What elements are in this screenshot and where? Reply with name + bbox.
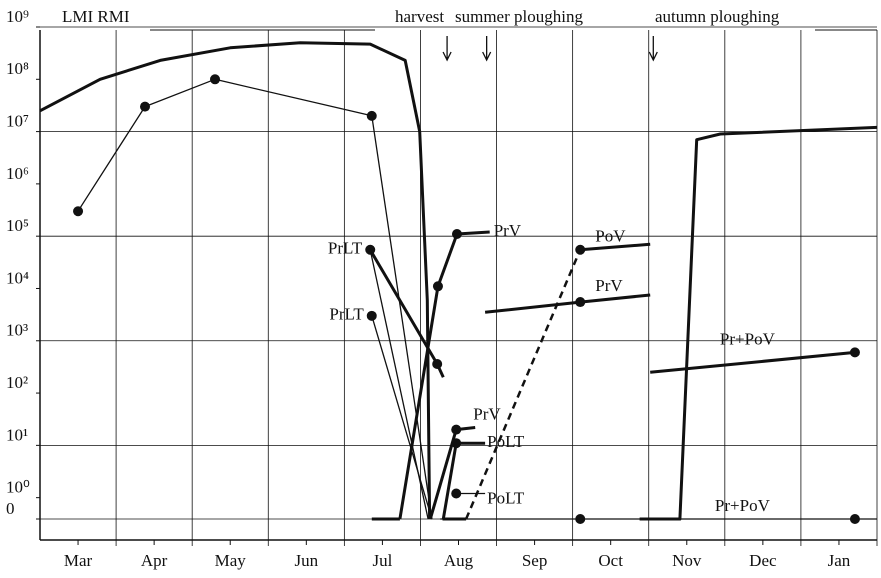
series-label: Pr+PoV [720, 329, 776, 348]
data-point [432, 358, 443, 369]
data-point [140, 101, 151, 112]
series-line [484, 293, 651, 314]
series-line [580, 242, 651, 252]
x-tick-label: Dec [749, 551, 777, 570]
series-line [39, 41, 432, 520]
annotation: summer ploughing [455, 7, 583, 26]
series-line [77, 78, 433, 520]
series-label: Pr+PoV [715, 496, 771, 515]
annotation-arrow [648, 36, 658, 62]
series-label: PoV [595, 227, 626, 246]
x-tick-label: Apr [141, 551, 168, 570]
series-label: PrV [494, 221, 522, 240]
y-tick-label: 10⁶ [6, 164, 29, 183]
series-line [464, 249, 582, 520]
series-label: PrLT [328, 239, 363, 258]
x-tick-label: May [215, 551, 247, 570]
series-label: PoLT [487, 432, 525, 451]
data-point [451, 424, 462, 435]
data-point [73, 206, 84, 217]
data-point [210, 74, 221, 85]
series-label: PrV [473, 404, 501, 423]
x-tick-label: Oct [598, 551, 623, 570]
annotation-arrow [482, 36, 492, 62]
data-point [575, 297, 586, 308]
y-tick-label: 10¹ [6, 425, 28, 444]
data-point [451, 229, 462, 240]
x-tick-label: Mar [64, 551, 93, 570]
y-tick-label: 10⁹ [6, 7, 29, 26]
y-tick-label: 10³ [6, 321, 28, 340]
data-point [365, 244, 376, 255]
x-tick-label: Nov [672, 551, 702, 570]
x-tick-label: Jul [372, 551, 392, 570]
data-point [366, 310, 377, 321]
data-point [451, 438, 462, 449]
annotation-arrow [442, 36, 452, 62]
y-tick-label: 10⁵ [6, 216, 29, 235]
series-line [650, 350, 856, 374]
y-tick-label: 10⁰ [6, 478, 30, 497]
x-tick-label: Aug [444, 551, 474, 570]
annotation: harvest [395, 7, 444, 26]
y-tick-label: 10⁸ [6, 59, 29, 78]
series-line [398, 230, 490, 520]
y-tick-label: 0 [6, 499, 15, 518]
data-point [451, 488, 462, 499]
series-label: PoLT [487, 488, 525, 507]
y-tick-label: 10⁴ [6, 268, 29, 287]
chart-title: LMI RMI [62, 7, 130, 26]
series-line [639, 125, 878, 521]
data-point [432, 281, 443, 292]
x-tick-label: Jun [295, 551, 319, 570]
data-point [575, 514, 586, 524]
series-line [371, 315, 433, 520]
series-label: PrV [595, 276, 623, 295]
x-tick-label: Jan [828, 551, 851, 570]
y-tick-label: 10⁷ [6, 111, 29, 130]
series-label: PrLT [329, 305, 364, 324]
y-tick-label: 10² [6, 373, 28, 392]
x-tick-label: Sep [522, 551, 548, 570]
data-point [575, 244, 586, 255]
data-point [366, 110, 377, 121]
data-point [849, 514, 860, 524]
annotation: autumn ploughing [655, 7, 780, 26]
data-point [849, 347, 860, 358]
